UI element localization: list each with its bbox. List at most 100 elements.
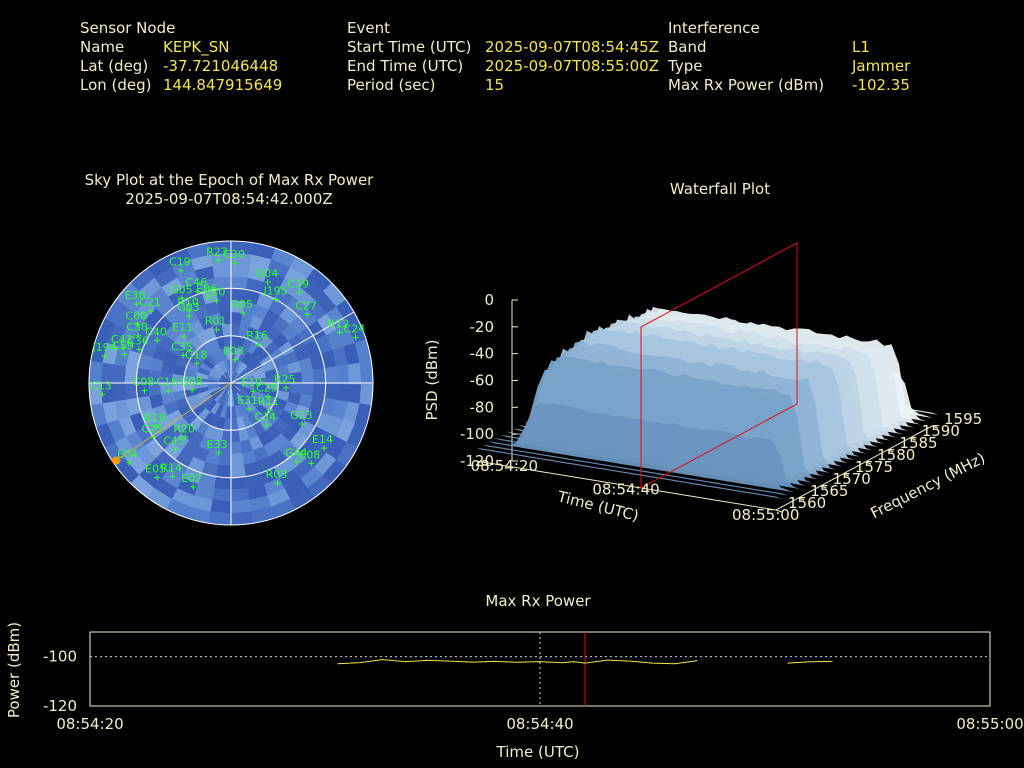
satellite-marker: R14 xyxy=(160,462,182,480)
sky-heatmap-cell xyxy=(232,359,239,372)
sky-heatmap-cell xyxy=(263,269,287,289)
sky-heatmap-cell xyxy=(239,390,251,401)
satellite-label: E11 xyxy=(172,321,193,334)
satellite-cross xyxy=(250,388,257,395)
sky-heatmap-cell xyxy=(196,390,210,400)
satellite-label: C21 xyxy=(139,296,161,309)
sky-heatmap-cell xyxy=(174,397,189,411)
satellite-marker: E36 xyxy=(125,289,146,307)
sky-heatmap-cell xyxy=(241,350,253,364)
interference-band-label: Band xyxy=(668,38,707,56)
satellite-label: C60 xyxy=(125,309,147,322)
sky-heatmap-cell xyxy=(179,424,197,441)
sky-heatmap-cell xyxy=(195,421,210,437)
satellite-cross xyxy=(194,288,201,295)
satellite-marker: C30 xyxy=(223,248,245,267)
satellite-label: R19 xyxy=(144,411,166,424)
psd-tick-label: 0 xyxy=(484,291,494,309)
satellite-cross xyxy=(121,351,128,358)
sky-heatmap-cell xyxy=(209,350,221,364)
sensor-node-heading: Sensor Node xyxy=(80,19,176,37)
sky-heatmap-cell xyxy=(324,383,339,401)
sky-heatmap-cell xyxy=(219,441,231,455)
sky-heatmap-cell xyxy=(252,390,266,400)
sky-heatmap-cell xyxy=(283,478,308,501)
satellite-cross xyxy=(205,294,212,301)
satellite-label: C27 xyxy=(295,299,317,312)
sky-heatmap-cell xyxy=(207,371,221,380)
sky-heatmap-cell xyxy=(265,424,282,442)
satellite-label: E10 xyxy=(241,376,262,389)
satellite-label: G04 xyxy=(256,267,279,280)
freq-tick-label: 1560 xyxy=(788,494,826,512)
sky-plot-title: Sky Plot at the Epoch of Max Rx Power xyxy=(84,171,374,189)
sky-heatmap-cell xyxy=(252,366,266,376)
sky-heatmap-cell xyxy=(146,286,170,308)
sky-heatmap-cell xyxy=(236,335,247,350)
sky-heatmap-cell xyxy=(289,371,303,384)
sky-heatmap-cell xyxy=(325,329,345,352)
sky-heatmap-cell xyxy=(94,422,115,448)
sky-heatmap-cell xyxy=(236,416,246,431)
sky-heatmap-cell xyxy=(307,426,327,447)
sky-heatmap-cell xyxy=(335,442,359,468)
sky-heatmap-cell xyxy=(336,383,350,403)
sky-heatmap-cell xyxy=(161,276,184,297)
sky-heatmap-cell xyxy=(219,375,231,383)
sky-heatmap-cell xyxy=(238,404,248,418)
satellite-cross xyxy=(296,289,303,296)
sky-heatmap-cell xyxy=(112,381,126,402)
sky-heatmap-cell xyxy=(332,399,349,421)
max-power-xlabel: Time (UTC) xyxy=(496,743,580,761)
interference-band-value: L1 xyxy=(852,38,870,56)
sky-heatmap-cell xyxy=(221,429,231,443)
sky-heatmap-cell xyxy=(201,396,215,409)
sky-heatmap-cell xyxy=(113,345,130,367)
sky-heatmap-cell xyxy=(215,464,231,479)
sky-heatmap-cell xyxy=(219,347,228,361)
sky-heatmap-cell xyxy=(288,488,315,511)
sky-heatmap-cell xyxy=(193,484,215,501)
sky-heatmap-cell xyxy=(103,298,127,324)
sky-heatmap-cell xyxy=(234,393,242,407)
satellite-label: C45 xyxy=(163,434,185,447)
sky-heatmap-cell xyxy=(113,435,136,460)
sky-heatmap-cell xyxy=(238,363,249,375)
satellite-marker: E08 xyxy=(299,448,320,467)
satellite-cross xyxy=(213,297,220,304)
sky-heatmap-cell xyxy=(205,300,221,316)
sky-heatmap-cell xyxy=(159,382,173,395)
freq-tick xyxy=(931,425,939,429)
waterfall-marker-plane xyxy=(640,242,798,489)
satellite-label: G18 xyxy=(185,348,208,361)
satellite-marker: C24 xyxy=(344,323,365,341)
sky-heatmap-cell xyxy=(252,421,267,437)
sky-grid xyxy=(88,240,374,526)
freq-tick xyxy=(842,473,850,477)
satellite-cross xyxy=(134,321,141,328)
satellite-cross xyxy=(304,311,311,318)
sky-heatmap-cell xyxy=(253,386,267,395)
satellite-label: E36 xyxy=(125,289,146,302)
sky-heatmap-cell xyxy=(277,373,291,384)
sky-heatmap-cell xyxy=(188,398,203,412)
sky-heatmap-cell xyxy=(223,394,230,407)
sky-heatmap-cell xyxy=(317,313,338,336)
sky-heatmap-cell xyxy=(207,511,231,525)
sky-heatmap-cell xyxy=(206,379,220,383)
satellite-cross xyxy=(126,459,133,466)
sky-heatmap-cell xyxy=(244,353,257,367)
sky-heatmap-cell xyxy=(136,395,153,413)
satellite-cross xyxy=(265,393,272,400)
sky-heatmap-cell xyxy=(194,265,216,282)
sky-heatmap-cell xyxy=(230,394,235,408)
sky-heatmap-cell xyxy=(115,281,140,307)
sky-heatmap-cell xyxy=(270,499,296,520)
sky-heatmap-cell xyxy=(298,394,314,410)
satellite-marker: C60 xyxy=(125,309,147,328)
satellite-marker: C46 xyxy=(186,276,207,295)
sky-heatmap-cell xyxy=(171,258,196,278)
sky-heatmap-cell xyxy=(301,383,315,397)
satellite-marker: C27 xyxy=(295,299,317,318)
waterfall-time-marker xyxy=(640,242,798,489)
